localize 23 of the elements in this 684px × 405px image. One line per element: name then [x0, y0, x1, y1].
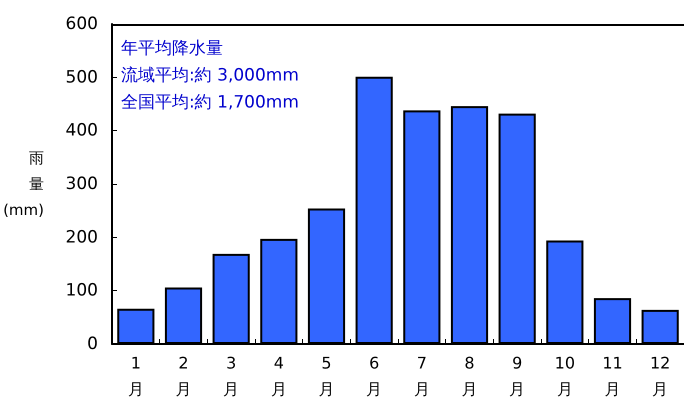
x-tick-label: 11 月: [602, 354, 623, 398]
x-tick-label: 8 月: [462, 354, 478, 398]
x-tick-label: 3 月: [223, 354, 240, 398]
y-axis-title: 雨量(mm): [3, 149, 44, 219]
y-tick-label: 300: [66, 174, 98, 194]
x-tick-label: 7 月: [414, 354, 430, 398]
x-tick-label: 10 月: [554, 354, 576, 398]
y-tick-label: 100: [66, 280, 98, 301]
x-tick-label: 12 月: [650, 354, 670, 398]
x-tick-label: 9 月: [509, 354, 526, 398]
y-tick-label: 600: [66, 14, 98, 34]
x-tick-label: 5 月: [318, 354, 334, 398]
x-tick-label: 6 月: [366, 354, 382, 398]
annotation: 年平均降水量: [121, 38, 223, 58]
y-tick-label: 200: [66, 227, 98, 248]
annotation: 全国平均:約 1,700mm: [121, 92, 299, 112]
x-tick-label: 1 月: [128, 354, 144, 398]
y-tick-label: 400: [66, 120, 98, 141]
x-tick-label: 4 月: [270, 354, 287, 398]
x-tick-label: 2 月: [176, 354, 192, 398]
annotation: 流域平均:約 3,000mm: [121, 66, 299, 86]
y-tick-label: 0: [87, 334, 98, 354]
y-tick-label: 500: [66, 67, 98, 88]
